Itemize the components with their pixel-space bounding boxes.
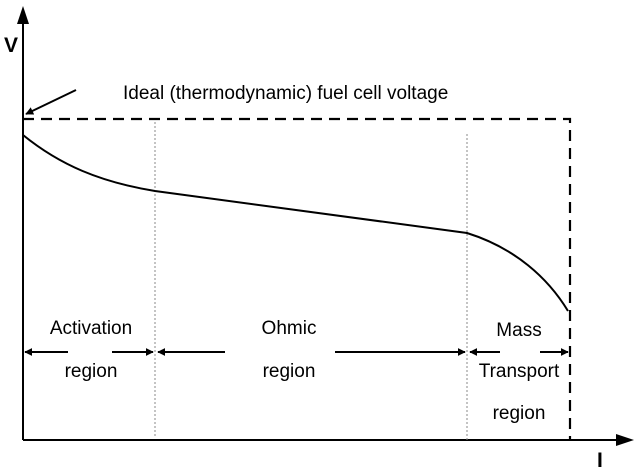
mass-transport-region-label-line1: Mass bbox=[496, 320, 541, 341]
x-axis-label: I bbox=[597, 449, 603, 472]
y-axis-arrowhead bbox=[17, 6, 29, 24]
y-axis-label: V bbox=[4, 34, 18, 57]
polarization-curve bbox=[23, 135, 568, 311]
ohmic-region-label-line2: region bbox=[263, 361, 316, 382]
mass-transport-region-label-line3: region bbox=[493, 403, 546, 424]
activation-region-label-line2: region bbox=[65, 361, 118, 382]
x-axis-arrowhead bbox=[616, 434, 634, 446]
ideal-voltage-line bbox=[23, 119, 570, 440]
activation-region-label-line1: Activation bbox=[50, 318, 132, 339]
mass-transport-region-label-line2: Transport bbox=[479, 361, 560, 382]
ideal-voltage-pointer-arrow bbox=[26, 90, 76, 114]
ohmic-region-label-line1: Ohmic bbox=[262, 318, 317, 339]
ideal-voltage-label: Ideal (thermodynamic) fuel cell voltage bbox=[123, 83, 448, 104]
